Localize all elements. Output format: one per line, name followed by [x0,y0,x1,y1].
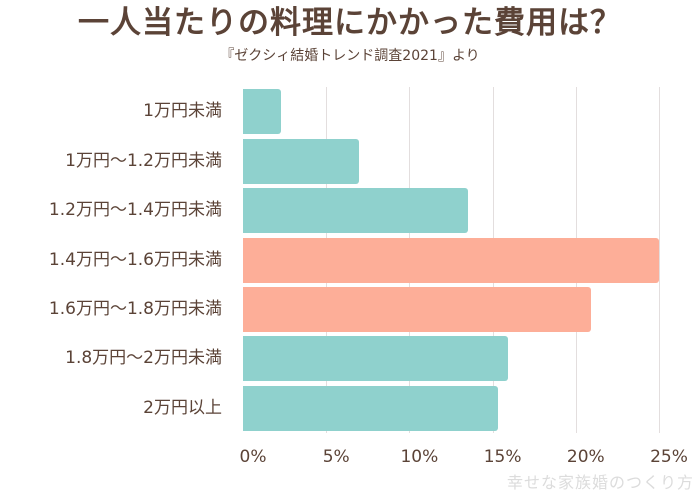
category-label: 1万円未満 [143,101,222,122]
bar [243,237,659,283]
watermark: 幸せな家族婚のつくり方 [506,473,694,492]
bar [243,385,498,431]
category-label: 1.8万円～2万円未満 [65,348,222,369]
bar [243,336,508,382]
category-label: 1.2万円～1.4万円未満 [48,200,222,221]
category-label: 2万円以上 [143,397,222,418]
bar [243,188,468,234]
bar [243,89,282,135]
x-tick-label: 20% [566,447,605,467]
category-label: 1万円～1.2万円未満 [65,150,222,171]
x-tick-label: 25% [650,447,688,467]
gridline [659,87,660,433]
chart-title: 一人当たりの料理にかかった費用は？ [78,5,622,41]
category-label: 1.4万円～1.6万円未満 [48,249,222,270]
category-label: 1.6万円～1.8万円未満 [48,298,222,319]
x-tick-label: 10% [400,447,439,467]
x-tick-label: 0% [239,447,267,467]
plot-area [243,87,660,433]
bar [243,138,360,184]
x-tick-label: 5% [322,447,350,467]
x-tick-label: 15% [483,447,522,467]
chart-subtitle: 『ゼクシィ結婚トレンド調査2021』より [220,48,480,64]
bar [243,286,591,332]
